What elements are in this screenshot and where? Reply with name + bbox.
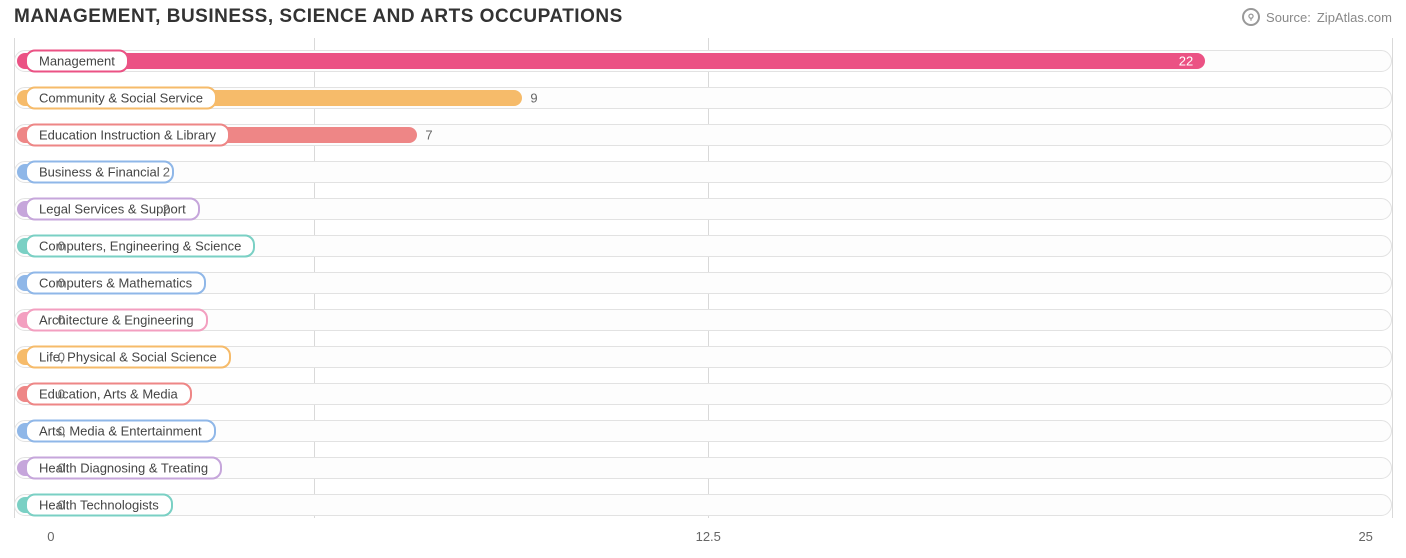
bar-track: Computers & Mathematics0: [14, 272, 1392, 294]
source-name: ZipAtlas.com: [1317, 10, 1392, 25]
bar-value: 2: [163, 164, 170, 179]
bar-value: 0: [58, 238, 65, 253]
bar-row: Computers & Mathematics0: [14, 264, 1392, 301]
bar-value: 0: [58, 349, 65, 364]
bar-track: Arts, Media & Entertainment0: [14, 420, 1392, 442]
bar-label-pill: Arts, Media & Entertainment: [25, 419, 216, 442]
chart-title: MANAGEMENT, BUSINESS, SCIENCE AND ARTS O…: [14, 6, 623, 28]
bar-row: Community & Social Service 9: [14, 79, 1392, 116]
source-attribution: Source: ZipAtlas.com: [1242, 8, 1392, 26]
bar-row: Legal Services & Support2: [14, 190, 1392, 227]
bar-label-pill: Management: [25, 49, 129, 72]
bar-value: 0: [58, 275, 65, 290]
x-axis: 0 12.5 25: [14, 527, 1392, 551]
bar-row: Arts, Media & Entertainment0: [14, 412, 1392, 449]
bar-value: 2: [163, 201, 170, 216]
axis-tick: 0: [47, 529, 54, 544]
bar-track: Education Instruction & Library 7: [14, 124, 1392, 146]
bar-track: Architecture & Engineering0: [14, 309, 1392, 331]
bars-container: Management22Community & Social Service9E…: [14, 38, 1392, 523]
bar-track: Community & Social Service 9: [14, 87, 1392, 109]
axis-tick: 25: [1358, 529, 1372, 544]
bar-row: Health Diagnosing & Treating0: [14, 449, 1392, 486]
bar-track: Business & Financial2: [14, 161, 1392, 183]
bar-track: Computers, Engineering & Science0: [14, 235, 1392, 257]
bar-label-pill: Architecture & Engineering: [25, 308, 208, 331]
axis-tick: 12.5: [696, 529, 721, 544]
bar-track: Life, Physical & Social Science0: [14, 346, 1392, 368]
bar-row: Life, Physical & Social Science0: [14, 338, 1392, 375]
bar-track: Management 22: [14, 50, 1392, 72]
bar-label-pill: Business & Financial: [25, 160, 174, 183]
bar-row: Management 22: [14, 42, 1392, 79]
bar-label-pill: Education Instruction & Library: [25, 123, 230, 146]
source-label: Source:: [1266, 10, 1311, 25]
bar-row: Education, Arts & Media0: [14, 375, 1392, 412]
bar-row: Computers, Engineering & Science0: [14, 227, 1392, 264]
bar-row: Architecture & Engineering0: [14, 301, 1392, 338]
bar-fill: [17, 53, 1205, 69]
bar-value: 9: [530, 90, 537, 105]
bar-label-pill: Education, Arts & Media: [25, 382, 192, 405]
bar-label-pill: Computers & Mathematics: [25, 271, 206, 294]
bar-row: Business & Financial2: [14, 153, 1392, 190]
bar-track: Health Technologists0: [14, 494, 1392, 516]
bar-track: Health Diagnosing & Treating0: [14, 457, 1392, 479]
bar-value: 0: [58, 497, 65, 512]
bar-track: Legal Services & Support2: [14, 198, 1392, 220]
bar-label-pill: Life, Physical & Social Science: [25, 345, 231, 368]
bar-value: 7: [425, 127, 432, 142]
bar-value: 0: [58, 423, 65, 438]
bar-label-pill: Health Technologists: [25, 493, 173, 516]
bar-label-pill: Community & Social Service: [25, 86, 217, 109]
bar-track: Education, Arts & Media0: [14, 383, 1392, 405]
bar-value: 0: [58, 460, 65, 475]
bar-row: Health Technologists0: [14, 486, 1392, 523]
chart-area: Management22Community & Social Service9E…: [14, 38, 1392, 518]
bar-value: 0: [58, 312, 65, 327]
bar-row: Education Instruction & Library 7: [14, 116, 1392, 153]
map-pin-icon: [1242, 8, 1260, 26]
bar-value: 0: [58, 386, 65, 401]
bar-label-pill: Health Diagnosing & Treating: [25, 456, 222, 479]
bar-label-pill: Legal Services & Support: [25, 197, 200, 220]
bar-value: 22: [1179, 53, 1193, 68]
chart-header: MANAGEMENT, BUSINESS, SCIENCE AND ARTS O…: [0, 0, 1406, 28]
